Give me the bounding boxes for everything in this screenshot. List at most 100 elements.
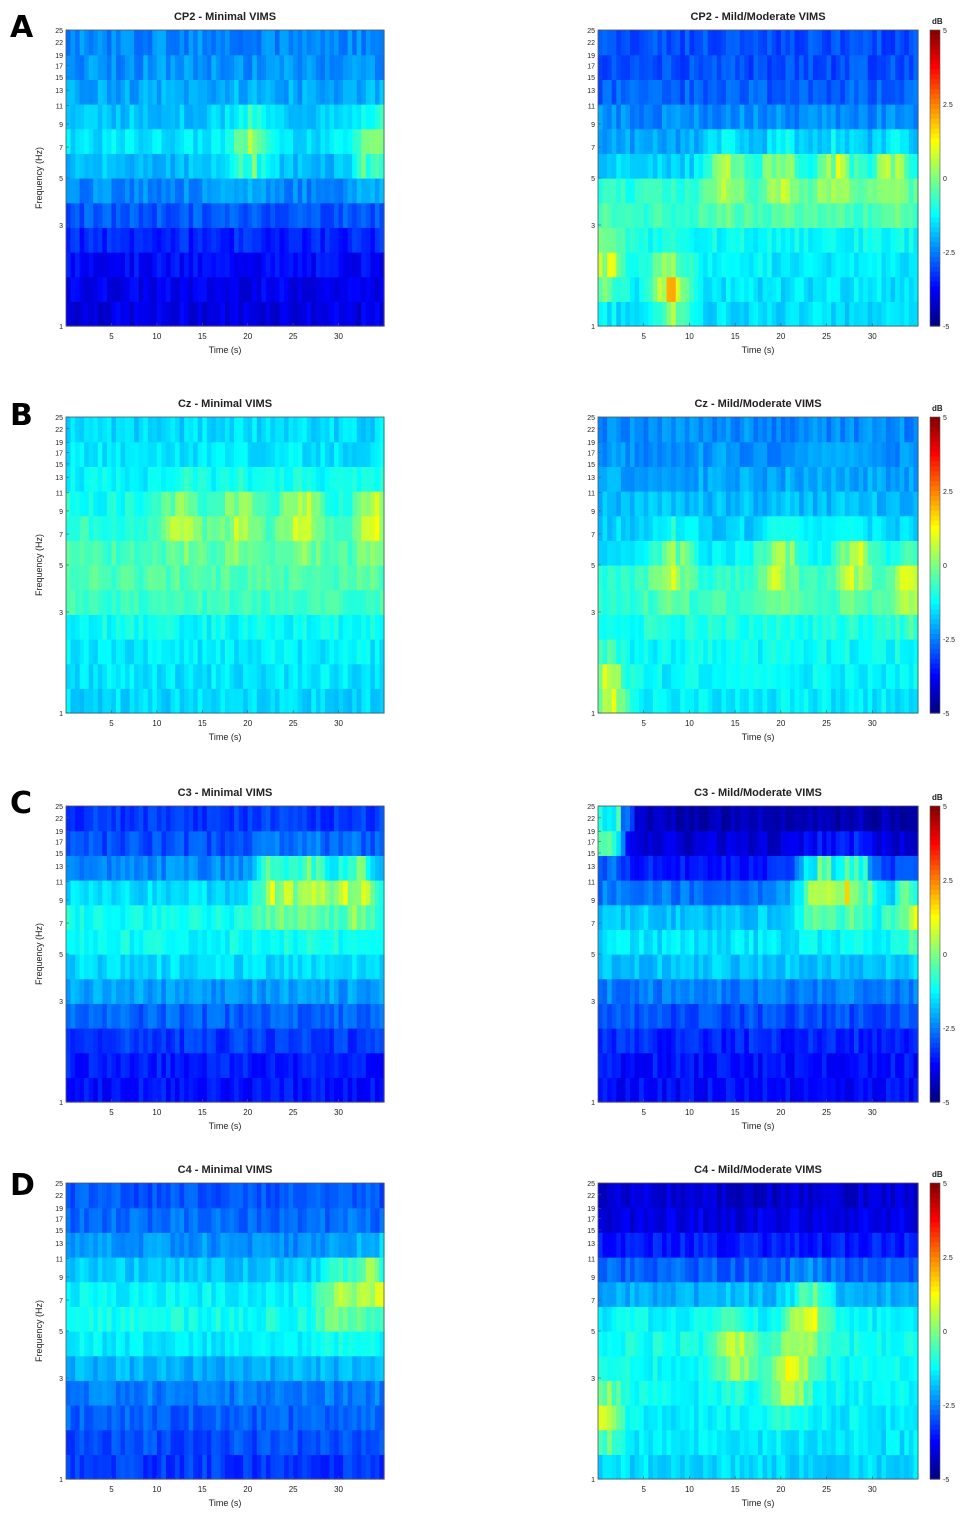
heatmap-cell [808, 905, 813, 930]
heatmap-cell [121, 466, 126, 491]
heatmap-cell [744, 104, 749, 129]
heatmap-cell [202, 442, 207, 467]
heatmap-cell [900, 153, 905, 178]
heatmap-cell [348, 880, 353, 905]
heatmap-cell [71, 104, 76, 129]
heatmap-cell [284, 277, 289, 302]
heatmap-cell [361, 565, 366, 590]
heatmap-cell [284, 466, 289, 491]
heatmap-cell [708, 1028, 713, 1053]
heatmap-cell [107, 614, 112, 639]
heatmap-cell [289, 301, 294, 326]
heatmap-cell [357, 905, 362, 930]
heatmap-cell [717, 227, 722, 252]
heatmap-cell [612, 178, 617, 203]
heatmap-cell [166, 1003, 171, 1028]
heatmap-cell [130, 905, 135, 930]
heatmap-cell [180, 252, 185, 277]
heatmap-cell [298, 301, 303, 326]
heatmap-cell [170, 466, 175, 491]
heatmap-cell [311, 688, 316, 713]
heatmap-cell [822, 979, 827, 1004]
heatmap-cell [180, 1053, 185, 1078]
heatmap-cell [689, 277, 694, 302]
heatmap-cell [667, 639, 672, 664]
heatmap-cell [193, 688, 198, 713]
heatmap-cell [248, 1077, 253, 1102]
heatmap-cell [635, 178, 640, 203]
heatmap-cell [881, 590, 886, 615]
heatmap-cell [180, 153, 185, 178]
y-tick-label: 1 [591, 711, 595, 718]
heatmap-cell [180, 55, 185, 80]
heatmap-cell [121, 1003, 126, 1028]
heatmap-cell [785, 203, 790, 228]
heatmap-cell [721, 516, 726, 541]
heatmap-cell [152, 614, 157, 639]
heatmap-cell [644, 1003, 649, 1028]
heatmap-cell [252, 153, 257, 178]
heatmap-cell [909, 129, 914, 154]
x-tick-label: 10 [685, 719, 694, 728]
heatmap-cell [189, 417, 194, 442]
heatmap-cell [763, 905, 768, 930]
heatmap-cell [175, 831, 180, 856]
heatmap-cell [648, 979, 653, 1004]
heatmap-cell [107, 639, 112, 664]
heatmap-cell [71, 516, 76, 541]
heatmap-cell [891, 491, 896, 516]
heatmap-cell [121, 417, 126, 442]
heatmap-cell [795, 590, 800, 615]
heatmap-cell [134, 491, 139, 516]
heatmap-cell [635, 55, 640, 80]
heatmap-cell [125, 277, 130, 302]
heatmap-cell [302, 855, 307, 880]
heatmap-cell [170, 30, 175, 55]
heatmap-cell [781, 905, 786, 930]
heatmap-cell [795, 178, 800, 203]
heatmap-cell [339, 855, 344, 880]
heatmap-cell [904, 153, 909, 178]
heatmap-cell [886, 516, 891, 541]
heatmap-cell [239, 301, 244, 326]
heatmap-cell [831, 688, 836, 713]
heatmap-cell [248, 614, 253, 639]
heatmap-cell [822, 688, 827, 713]
heatmap-cell [813, 1028, 818, 1053]
heatmap-cell [781, 1077, 786, 1102]
heatmap-cell [781, 227, 786, 252]
heatmap-cell [694, 1028, 699, 1053]
heatmap-cell [740, 491, 745, 516]
heatmap-cell [75, 277, 80, 302]
heatmap-cell [621, 905, 626, 930]
heatmap-cell [630, 954, 635, 979]
heatmap-cell [868, 979, 873, 1004]
heatmap-cell [827, 590, 832, 615]
heatmap-cell [845, 277, 850, 302]
heatmap-cell [607, 178, 612, 203]
heatmap-cell [202, 516, 207, 541]
heatmap-cell [89, 516, 94, 541]
heatmap-cell [763, 466, 768, 491]
heatmap-cell [325, 55, 330, 80]
heatmap-cell [216, 540, 221, 565]
heatmap-cell [357, 831, 362, 856]
heatmap-cell [772, 301, 777, 326]
heatmap-cell [625, 301, 630, 326]
heatmap-cell [289, 55, 294, 80]
heatmap-cell [717, 1053, 722, 1078]
heatmap-cell [891, 129, 896, 154]
heatmap-cell [320, 929, 325, 954]
heatmap-cell [781, 30, 786, 55]
heatmap-cell [111, 55, 116, 80]
heatmap-cell [116, 855, 121, 880]
heatmap-cell [130, 855, 135, 880]
heatmap-cell [284, 1053, 289, 1078]
heatmap-cell [740, 979, 745, 1004]
heatmap-cell [316, 1077, 321, 1102]
heatmap-cell [758, 954, 763, 979]
heatmap-cell [261, 55, 266, 80]
heatmap-cell [348, 565, 353, 590]
heatmap-cell [909, 30, 914, 55]
heatmap-cell [325, 277, 330, 302]
